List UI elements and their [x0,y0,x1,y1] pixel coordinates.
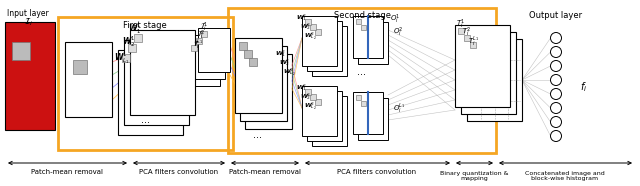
Bar [310,94,316,100]
Text: $\boldsymbol{W}_1^2$: $\boldsymbol{W}_1^2$ [296,83,307,93]
Circle shape [550,102,561,113]
Bar [58,17,233,150]
Bar [353,16,383,58]
Bar [198,28,230,72]
Text: $\boldsymbol{W}_{L_2}^2$: $\boldsymbol{W}_{L_2}^2$ [283,66,296,78]
Bar [249,58,257,66]
Bar [191,45,197,51]
Bar [305,89,311,95]
Bar [358,22,388,64]
Text: ...: ... [141,115,150,125]
Bar [134,34,142,42]
Bar [302,86,337,136]
Text: Binary quantization &
mapping: Binary quantization & mapping [440,171,508,181]
Bar [467,39,522,121]
Bar [461,32,516,114]
Bar [228,8,496,153]
Bar [118,50,183,135]
Text: $O_i^2$: $O_i^2$ [393,25,404,39]
Text: ...: ... [358,67,367,77]
Text: $\mathcal{T}_i^2$: $\mathcal{T}_i^2$ [197,28,205,42]
Bar [315,99,321,105]
Circle shape [550,46,561,57]
Text: $T_i^1$: $T_i^1$ [456,17,465,31]
Text: $T_i^2$: $T_i^2$ [462,25,472,39]
Text: $\boldsymbol{W}_1^1$: $\boldsymbol{W}_1^1$ [128,22,141,36]
Text: ...: ... [253,130,262,140]
Circle shape [550,89,561,100]
Bar [201,31,207,37]
Text: Input layer: Input layer [7,9,49,17]
Bar [356,19,361,24]
Text: $O_i^{L_1}$: $O_i^{L_1}$ [393,101,406,115]
Bar [239,42,247,50]
Bar [65,42,112,117]
Bar [315,29,321,35]
Bar [358,98,388,140]
Bar [188,42,220,86]
Bar [361,25,366,30]
Bar [312,96,347,146]
Text: $\boldsymbol{W}_{L_2}^2$: $\boldsymbol{W}_{L_2}^2$ [304,30,317,42]
Bar [307,21,342,71]
Bar [356,95,361,100]
Bar [245,54,292,129]
Circle shape [550,60,561,71]
Bar [312,26,347,76]
Text: Output layer: Output layer [529,10,582,20]
Bar [130,30,195,115]
Bar [128,44,136,52]
Bar [235,38,282,113]
Text: $\boldsymbol{W}_2^1$: $\boldsymbol{W}_2^1$ [122,35,136,49]
Text: Patch-mean removal: Patch-mean removal [31,169,103,175]
Text: $\mathcal{T}_i^1$: $\mathcal{T}_i^1$ [200,20,208,34]
Text: $\boldsymbol{W}_{L_1}^1$: $\boldsymbol{W}_{L_1}^1$ [114,50,129,66]
Bar [302,16,337,66]
Text: PCA filters convolution: PCA filters convolution [337,169,417,175]
Bar [240,46,287,121]
Text: Patch-mean removal: Patch-mean removal [229,169,301,175]
Bar [458,28,464,34]
Text: $\boldsymbol{W}_2^2$: $\boldsymbol{W}_2^2$ [300,92,311,102]
Text: $\boldsymbol{W}_1^2$: $\boldsymbol{W}_1^2$ [275,49,286,59]
Bar [196,38,202,44]
Bar [470,42,476,48]
Bar [353,92,383,134]
Text: $\mathcal{T}_i^{L_1}$: $\mathcal{T}_i^{L_1}$ [193,37,204,51]
Bar [193,35,225,79]
Bar [124,40,189,125]
Text: $T_i^{L_1}$: $T_i^{L_1}$ [468,34,479,48]
Bar [5,22,55,130]
Bar [12,42,30,60]
Bar [305,19,311,25]
Bar [307,91,342,141]
Text: $\boldsymbol{W}_2^2$: $\boldsymbol{W}_2^2$ [300,22,311,32]
Circle shape [550,131,561,142]
Text: Concatenated image and
block-wise histogram: Concatenated image and block-wise histog… [525,171,605,181]
Bar [310,24,316,30]
Text: Second stage: Second stage [333,10,390,20]
Text: $\boldsymbol{W}_{L_2}^2$: $\boldsymbol{W}_{L_2}^2$ [304,100,317,112]
Text: $O_i^1$: $O_i^1$ [390,12,401,26]
Circle shape [550,75,561,86]
Bar [464,35,470,41]
Circle shape [550,116,561,127]
Text: PCA filters convolution: PCA filters convolution [140,169,219,175]
Text: $\mathcal{I}_i$: $\mathcal{I}_i$ [24,16,33,28]
Text: $\boldsymbol{W}_1^2$: $\boldsymbol{W}_1^2$ [296,13,307,23]
Text: $f_i$: $f_i$ [580,80,588,94]
Circle shape [550,33,561,44]
Bar [244,50,252,58]
Bar [361,101,366,106]
Bar [73,60,87,74]
Text: $\boldsymbol{W}_2^2$: $\boldsymbol{W}_2^2$ [279,58,291,68]
Bar [122,54,130,62]
Text: First stage: First stage [123,20,167,30]
Bar [455,25,510,107]
